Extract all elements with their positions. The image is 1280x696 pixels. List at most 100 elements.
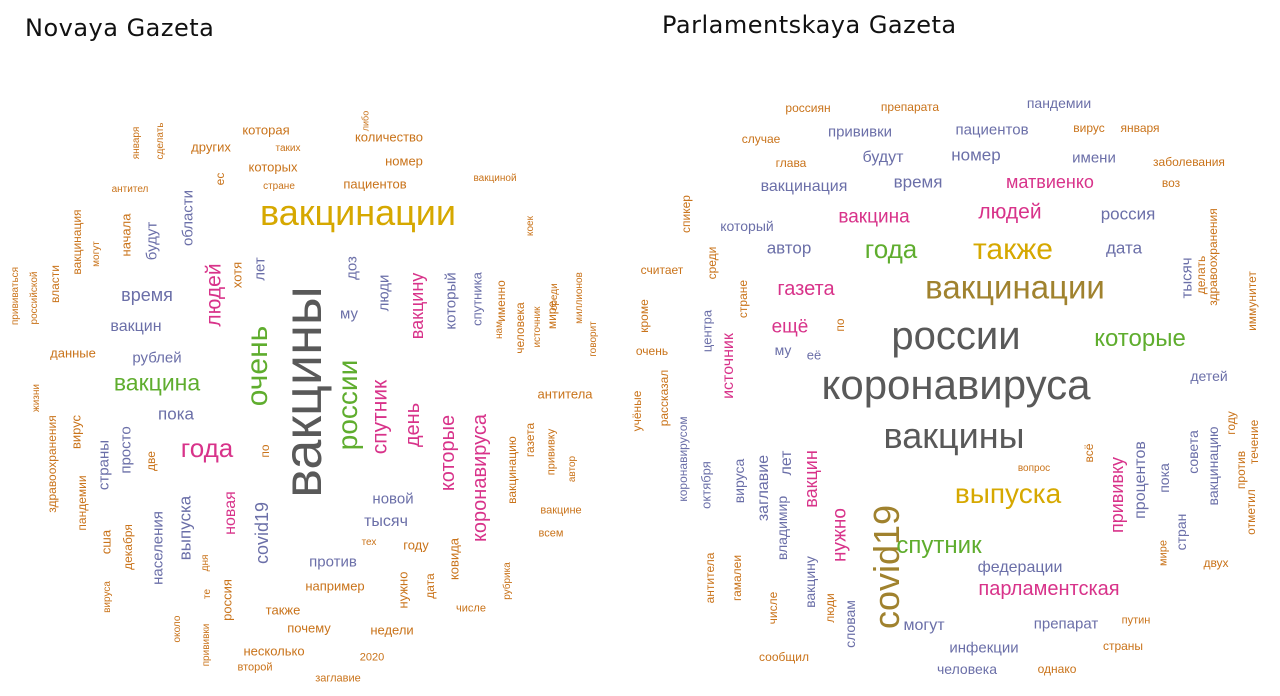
word-cloud-term: две: [144, 451, 158, 471]
word-cloud-term: нужно: [829, 508, 851, 562]
word-cloud-term: вакцин: [110, 318, 162, 335]
word-cloud-term: антител: [111, 184, 149, 195]
word-cloud-term: пандемии: [75, 475, 89, 531]
word-cloud-term: тысяч: [1178, 257, 1196, 299]
word-cloud-term: россия: [1100, 204, 1156, 224]
word-cloud-term: будут: [862, 149, 904, 166]
word-cloud-term: вакцины: [273, 286, 333, 498]
word-cloud-term: страны: [1102, 639, 1144, 653]
word-cloud-term: прививку: [545, 428, 558, 476]
novaya-gazeta-word-cloud: вакцины вакцинации очень россии вакцина года л…: [10, 111, 599, 685]
word-cloud-term: также: [973, 233, 1053, 266]
word-cloud-term: говорит: [588, 321, 599, 357]
word-cloud-term: выпуска: [175, 495, 195, 561]
word-cloud-term: вакцину: [802, 556, 818, 608]
word-cloud-term: вируса: [102, 581, 113, 613]
word-cloud-term: спикер: [679, 195, 693, 233]
word-cloud-term: вируса: [731, 458, 747, 504]
word-cloud-term: человека: [936, 661, 998, 677]
word-cloud-term: области: [179, 189, 197, 247]
word-cloud-term: которые: [1094, 325, 1186, 352]
word-cloud-term: начала: [118, 213, 134, 257]
word-cloud-term: рассказал: [657, 369, 671, 427]
word-cloud-term: всем: [538, 527, 564, 540]
word-cloud-term: году: [1224, 411, 1238, 435]
word-cloud-term: номер: [951, 145, 1001, 165]
word-cloud-term: данные: [50, 345, 96, 361]
word-cloud-term: других: [191, 139, 231, 155]
word-cloud-term: россиян: [785, 101, 831, 115]
word-cloud-term: спутник: [368, 379, 392, 455]
word-cloud-term: covid19: [252, 501, 272, 565]
word-cloud-term: стране: [263, 181, 295, 192]
word-cloud-term: числе: [456, 602, 486, 615]
word-cloud-term: её: [806, 347, 822, 363]
word-cloud-term: октября: [698, 461, 714, 509]
word-cloud-term: люди: [375, 274, 393, 312]
word-cloud-term: прививки: [201, 623, 212, 667]
word-cloud-term: спутник: [896, 532, 982, 559]
word-cloud-term: вирус: [68, 414, 84, 450]
word-cloud-term: россии: [332, 359, 363, 451]
word-cloud-term: заглавие: [315, 672, 361, 685]
word-cloud-term: пока: [1156, 463, 1172, 493]
word-cloud-term: очень: [241, 325, 274, 407]
word-cloud-term: прививку: [1107, 456, 1127, 534]
word-cloud-term: вопрос: [1017, 463, 1051, 474]
word-cloud-term: тех: [361, 537, 377, 548]
word-cloud-term: будут: [143, 221, 161, 261]
word-cloud-term: пока: [158, 404, 194, 424]
word-cloud-term: вакцинация: [70, 209, 84, 275]
word-cloud-term: страны: [95, 439, 113, 491]
word-cloud-term: например: [305, 578, 365, 594]
word-cloud-term: дата: [423, 573, 437, 599]
word-cloud-term: против: [1234, 450, 1248, 490]
word-cloud-term: кроме: [637, 299, 651, 333]
word-cloud-term: федерации: [977, 559, 1063, 576]
word-cloud-term: инфекции: [949, 639, 1019, 657]
word-cloud-term: автор: [766, 238, 812, 258]
word-cloud-term: вакцину: [407, 272, 427, 340]
word-cloud-term: января: [131, 126, 142, 160]
word-cloud-term: му: [774, 342, 792, 358]
word-cloud-term: тысяч: [364, 513, 408, 530]
word-cloud-term: году: [403, 537, 429, 553]
word-cloud-term: года: [864, 234, 918, 264]
word-cloud-term: пациентов: [955, 121, 1029, 139]
word-cloud-term: люди: [823, 593, 837, 623]
word-cloud-term: вакцинации: [925, 268, 1105, 306]
word-cloud-term: номер: [385, 153, 423, 169]
word-cloud-term: дата: [1105, 238, 1143, 258]
word-cloud-term: нам: [494, 321, 505, 339]
parlamentskaya-gazeta-word-cloud: коронавируса россии вакцины вакцинации covid…: [630, 0, 1280, 696]
word-cloud-term: детей: [1190, 368, 1228, 384]
word-cloud-term: лет: [251, 257, 269, 281]
word-cloud-term: таких: [275, 143, 301, 154]
word-cloud-term: путин: [1121, 614, 1151, 627]
word-cloud-term: однако: [1037, 662, 1077, 676]
word-cloud-term: очень: [635, 344, 669, 358]
word-cloud-term: населения: [149, 511, 167, 585]
word-cloud-term: течение: [1247, 419, 1261, 465]
word-cloud-term: по: [833, 318, 847, 332]
word-cloud-term: декабря: [121, 524, 135, 570]
word-cloud-term: источник: [720, 333, 737, 399]
word-cloud-term: центра: [699, 309, 715, 353]
word-cloud-term: иммунитет: [1245, 271, 1259, 331]
word-cloud-term: воз: [1161, 176, 1181, 190]
word-cloud-term: источник: [532, 306, 543, 348]
novaya-gazeta-title: Novaya Gazeta: [25, 14, 215, 42]
word-cloud-term: имени: [1072, 149, 1116, 167]
word-cloud-term: которых: [248, 159, 298, 175]
word-cloud-term: именно: [494, 280, 508, 322]
word-cloud-term: парламентская: [978, 578, 1120, 600]
word-cloud-term: новая: [222, 491, 239, 535]
word-cloud-term: ещё: [771, 316, 809, 338]
word-cloud-term: газета: [777, 278, 835, 300]
word-cloud-term: коронавируса: [821, 361, 1091, 408]
word-cloud-term: рублей: [132, 349, 182, 367]
word-cloud-term: второй: [237, 661, 273, 674]
word-cloud-term: ковида: [446, 537, 462, 581]
word-cloud-term: учёные: [630, 390, 644, 432]
word-cloud-term: день: [402, 402, 424, 448]
